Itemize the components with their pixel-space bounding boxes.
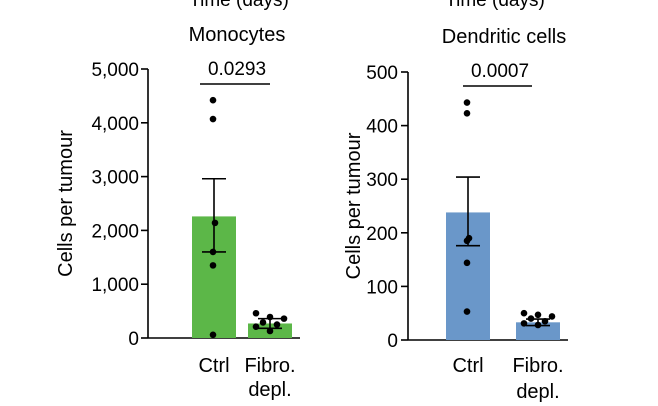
x-tick-label-line: depl. [516,381,559,403]
data-point [280,315,288,322]
data-point [541,317,549,325]
data-point [209,248,217,256]
chart-panel-2: Dendritic cells Cells per tumour 0 100 200 30… [343,26,568,403]
data-point [266,327,274,335]
data-point [548,313,556,320]
p-value-label: 0.0293 [208,59,266,80]
y-axis-label: Cells per tumour [343,132,365,279]
x-tick-label: Fibro. depl. [244,355,295,401]
x-tick-label: Ctrl [452,355,483,377]
y-tick-label: 300 [366,170,398,191]
bar [516,322,560,340]
data-point [534,311,542,319]
x-tick-label-line: Fibro. [244,355,295,377]
x-tick-label: Ctrl [198,355,229,377]
data-point [463,99,471,106]
data-point [463,237,471,245]
data-point [266,313,274,321]
x-tick-label: Fibro. depl. [512,355,563,403]
data-point [211,219,219,227]
data-point [209,96,217,104]
data-point [520,320,528,327]
data-point [463,259,471,267]
data-point [534,321,542,329]
data-point [273,321,281,328]
data-point [527,315,535,322]
x-tick-label-line: Fibro. [512,355,563,377]
y-tick-label: 100 [366,277,398,298]
data-point [463,308,471,315]
y-tick-label: 4,000 [91,114,139,135]
y-tick-label: 0 [128,329,139,350]
y-tick-label: 5,000 [91,60,139,81]
cut-top-label: Time (days) [445,0,545,11]
x-tick-label-line: Ctrl [198,355,229,377]
y-tick-label: 0 [387,331,398,352]
y-tick-label: 500 [366,63,398,84]
data-point [209,115,217,123]
data-point [252,309,260,317]
y-tick-label: 2,000 [91,221,139,242]
y-tick-label: 3,000 [91,168,139,189]
y-tick-label: 1,000 [91,275,139,296]
y-tick-label: 200 [366,224,398,245]
p-value-label: 0.0007 [471,61,529,82]
x-tick-label-line: Ctrl [452,355,483,377]
chart-title: Monocytes [189,24,286,46]
y-axis-label: Cells per tumour [55,130,77,277]
cut-top-label: Time (days) [189,0,289,11]
data-point [209,331,217,339]
x-tick-label-line: depl. [248,379,291,401]
chart-title: Dendritic cells [442,26,566,48]
data-point [252,323,260,331]
y-tick-label: 400 [366,117,398,138]
data-point [209,262,217,269]
data-point [463,109,471,117]
data-point [259,319,267,326]
chart-panel-1: Monocytes Cells per tumour 0 1,000 2,000 3,00… [55,24,300,401]
data-point [520,309,528,317]
